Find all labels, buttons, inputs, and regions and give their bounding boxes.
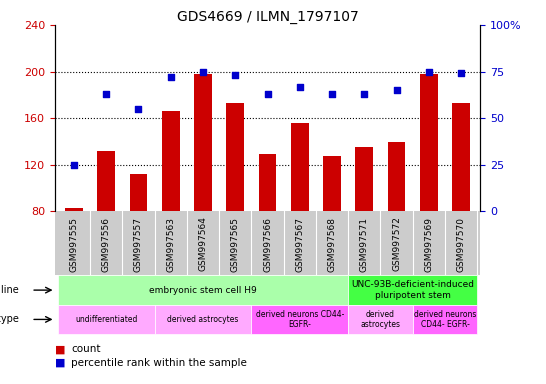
Bar <box>129 174 147 212</box>
Text: UNC-93B-deficient-induced
pluripotent stem: UNC-93B-deficient-induced pluripotent st… <box>351 280 474 300</box>
Point <box>457 70 466 76</box>
Text: GSM997569: GSM997569 <box>424 217 434 271</box>
Bar <box>97 151 115 212</box>
Point <box>263 91 272 97</box>
Bar <box>162 111 180 212</box>
Point <box>424 68 433 74</box>
Bar <box>452 103 470 212</box>
Bar <box>291 123 308 212</box>
Bar <box>259 154 276 212</box>
Text: GSM997570: GSM997570 <box>456 217 466 271</box>
Bar <box>194 74 212 212</box>
Text: GSM997556: GSM997556 <box>102 217 111 271</box>
Point <box>167 74 175 80</box>
Text: GSM997572: GSM997572 <box>392 217 401 271</box>
Point <box>392 87 401 93</box>
Title: GDS4669 / ILMN_1797107: GDS4669 / ILMN_1797107 <box>177 10 358 24</box>
Bar <box>155 305 251 334</box>
Bar <box>348 275 477 305</box>
Text: ■: ■ <box>55 358 65 368</box>
Text: count: count <box>71 344 100 354</box>
Text: GSM997567: GSM997567 <box>295 217 304 271</box>
Text: GSM997555: GSM997555 <box>69 217 79 271</box>
Bar <box>388 142 406 212</box>
Text: percentile rank within the sample: percentile rank within the sample <box>71 358 247 368</box>
Text: derived neurons
CD44- EGFR-: derived neurons CD44- EGFR- <box>414 310 476 329</box>
Bar <box>420 74 438 212</box>
Text: derived
astrocytes: derived astrocytes <box>360 310 400 329</box>
Bar <box>251 305 348 334</box>
Bar <box>65 208 83 212</box>
Bar <box>227 103 244 212</box>
Text: GSM997557: GSM997557 <box>134 217 143 271</box>
Text: GSM997565: GSM997565 <box>231 217 240 271</box>
Text: derived neurons CD44-
EGFR-: derived neurons CD44- EGFR- <box>256 310 344 329</box>
Text: GSM997564: GSM997564 <box>199 217 207 271</box>
Text: undifferentiated: undifferentiated <box>75 315 138 324</box>
Point <box>102 91 111 97</box>
Point <box>328 91 336 97</box>
Point <box>295 83 304 89</box>
Point <box>199 68 207 74</box>
Point <box>69 162 78 168</box>
Text: cell type: cell type <box>0 314 19 324</box>
Bar <box>413 305 477 334</box>
Text: GSM997568: GSM997568 <box>328 217 336 271</box>
Bar <box>355 147 373 212</box>
Text: derived astrocytes: derived astrocytes <box>167 315 239 324</box>
Text: GSM997566: GSM997566 <box>263 217 272 271</box>
Bar <box>58 275 348 305</box>
Text: cell line: cell line <box>0 285 19 295</box>
Point <box>231 72 240 78</box>
Text: embryonic stem cell H9: embryonic stem cell H9 <box>149 286 257 295</box>
Point <box>360 91 369 97</box>
Text: GSM997571: GSM997571 <box>360 217 369 271</box>
Bar <box>58 305 155 334</box>
Text: ■: ■ <box>55 344 65 354</box>
Bar <box>348 305 413 334</box>
Bar <box>323 156 341 212</box>
Text: GSM997563: GSM997563 <box>166 217 175 271</box>
Point <box>134 106 143 112</box>
